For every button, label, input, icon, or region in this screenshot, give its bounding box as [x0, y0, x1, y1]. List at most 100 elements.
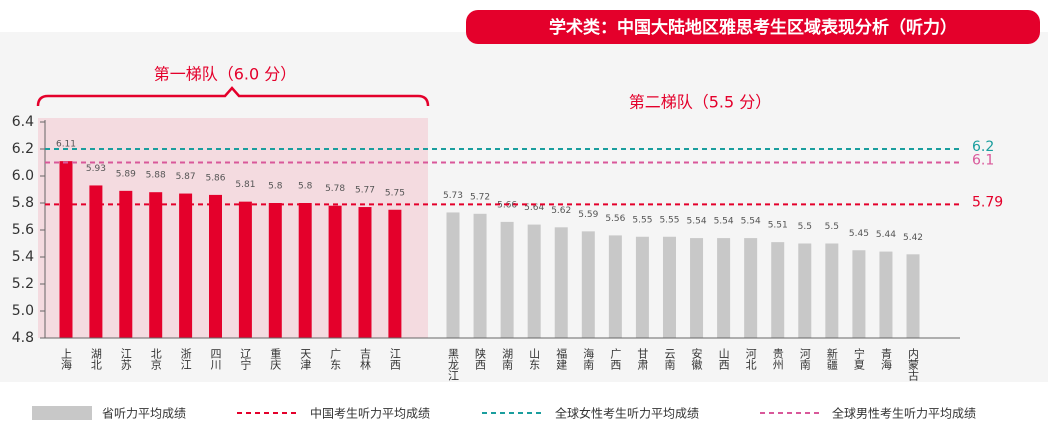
x-tick-label: 吉林 [359, 348, 372, 370]
x-tick-label: 青海 [879, 348, 892, 371]
bar [771, 242, 785, 338]
reference-label: 6.2 [972, 139, 994, 155]
value-label: 5.5 [825, 222, 839, 232]
tier-bracket [36, 86, 430, 107]
value-label: 5.81 [235, 180, 255, 190]
x-tick-label: 甘肃 [636, 348, 649, 371]
x-tick-label: 浙江 [179, 348, 192, 370]
x-tick-label: 福建 [555, 347, 568, 371]
value-label: 5.54 [687, 217, 707, 227]
y-tick-label: 4.8 [12, 330, 34, 346]
reference-label: 5.79 [972, 194, 1003, 210]
bar [298, 203, 312, 338]
x-tick-label: 河北 [744, 348, 757, 370]
x-tick-label: 北京 [149, 348, 162, 371]
y-tick-label: 5.4 [12, 249, 34, 265]
value-label: 6.11 [56, 140, 76, 150]
bar [554, 227, 568, 338]
bar [690, 238, 704, 338]
x-tick-label: 安徽 [690, 347, 703, 371]
value-label: 5.55 [659, 215, 679, 225]
value-label: 5.42 [903, 233, 923, 243]
value-label: 5.54 [714, 217, 734, 227]
chart-title: 学术类：中国大陆地区雅思考生区域表现分析（听力） [549, 17, 957, 38]
bar [89, 185, 103, 338]
value-label: 5.75 [385, 188, 405, 198]
x-tick-label: 湖北 [89, 348, 102, 370]
value-label: 5.5 [798, 222, 812, 232]
x-tick-label: 宁夏 [852, 347, 865, 370]
value-label: 5.64 [524, 203, 544, 213]
legend-label: 全球女性考生听力平均成绩 [555, 406, 699, 421]
bar [473, 213, 487, 338]
y-tick-label: 5.2 [12, 276, 34, 292]
bar [149, 192, 163, 338]
value-label: 5.56 [605, 214, 625, 224]
bar [358, 207, 372, 338]
bar [717, 238, 731, 338]
legend-swatch [32, 406, 92, 420]
bar [635, 236, 649, 338]
x-tick-label: 重庆 [269, 347, 282, 371]
bar [608, 235, 622, 338]
x-tick-label: 山东 [528, 348, 541, 370]
bar [825, 243, 839, 338]
bar [446, 212, 460, 338]
tier-label: 第二梯队（5.5 分） [629, 93, 772, 112]
x-tick-label: 贵州 [771, 348, 784, 370]
value-label: 5.8 [298, 182, 313, 192]
x-tick-label: 辽宁 [239, 348, 252, 370]
value-label: 5.59 [578, 210, 598, 220]
bar [119, 190, 133, 338]
x-tick-label: 广东 [329, 348, 342, 370]
bar [798, 243, 812, 338]
bar [581, 231, 595, 338]
y-tick-label: 6.2 [12, 141, 34, 157]
x-tick-label: 河南 [798, 348, 811, 370]
x-tick-label: 黑龙江 [447, 348, 460, 381]
tier-label: 第一梯队（6.0 分） [154, 65, 297, 84]
bar [527, 224, 541, 338]
x-tick-label: 云南 [663, 348, 676, 370]
value-label: 5.77 [355, 186, 375, 196]
x-tick-label: 江苏 [119, 348, 132, 371]
bar [906, 254, 920, 338]
bar [744, 238, 758, 338]
value-label: 5.45 [849, 229, 869, 239]
bar [662, 236, 676, 338]
bar [179, 193, 193, 338]
value-label: 5.88 [146, 171, 166, 181]
value-label: 5.8 [268, 182, 283, 192]
legend-label: 省听力平均成绩 [102, 407, 186, 421]
bar [209, 194, 222, 338]
value-label: 5.54 [741, 217, 761, 227]
x-tick-label: 新疆 [825, 347, 838, 370]
value-label: 5.72 [470, 192, 490, 202]
x-tick-label: 海南 [582, 347, 595, 370]
x-tick-label: 山西 [717, 348, 730, 370]
y-tick-label: 5.6 [12, 222, 34, 238]
value-label: 5.73 [443, 191, 463, 201]
bar [268, 203, 282, 338]
y-tick-label: 5.8 [12, 195, 34, 211]
bar [500, 221, 514, 338]
legend-label: 中国考生听力平均成绩 [310, 406, 430, 421]
bar [59, 161, 73, 338]
value-label: 5.51 [768, 221, 788, 231]
x-tick-label: 江西 [388, 348, 401, 370]
y-tick-label: 6.4 [12, 114, 34, 130]
value-label: 5.78 [325, 184, 345, 194]
title-badge [466, 10, 1040, 44]
value-label: 5.66 [497, 200, 517, 210]
y-tick-label: 5.0 [12, 303, 34, 319]
bar [879, 251, 893, 338]
x-tick-label: 上海 [60, 348, 73, 371]
value-label: 5.87 [176, 172, 196, 182]
y-tick-label: 6.0 [12, 168, 34, 184]
x-tick-label: 湖南 [501, 348, 514, 370]
value-label: 5.55 [632, 215, 652, 225]
value-label: 5.86 [205, 173, 225, 183]
value-label: 5.93 [86, 164, 106, 174]
bar [328, 205, 342, 338]
